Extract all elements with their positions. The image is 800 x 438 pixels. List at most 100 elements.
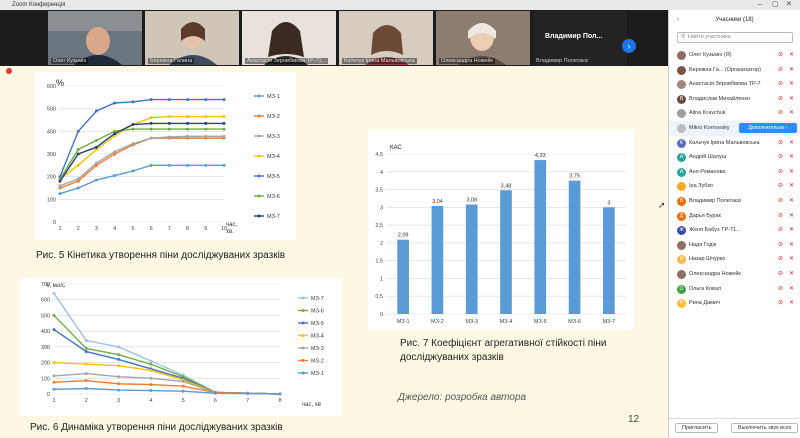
data-point [84,379,88,383]
video-off-icon: ⊘ [777,241,783,248]
participant-row[interactable]: Н Назар Шчурко ⊘ ✕ [669,252,800,267]
fig6-ylabel: V, мл/с [46,283,65,289]
avatar: Д [677,211,686,221]
chart-fig5: % час, хв. 0 100 200 300 400 500 600 1 2 3 4 5 6 7 8 9 1… [34,72,296,240]
data-point [113,134,117,138]
data-point [167,163,171,167]
mic-muted-icon[interactable]: ✕ [788,212,794,219]
legend-marker [257,114,261,118]
y-tick-label: 3,5 [375,188,383,194]
data-point [186,115,190,119]
participant-name: Аня Романова [689,168,726,175]
data-point [278,392,282,396]
bar-value-label: 3,75 [569,174,580,180]
participant-row[interactable]: Бережна Га... (Организатор) ⊘ ✕ [669,63,800,78]
legend-marker [257,174,261,178]
chart-fig6: V, мл/с час, хв 0 100 200 300 400 500 600 700 1 2… [20,278,342,416]
video-tile-4[interactable]: Кальчук Ірина Мальвовська [339,11,433,65]
data-point [149,127,153,131]
data-point [52,380,56,384]
participant-row[interactable]: Надя Годік ⊘ ✕ [669,238,800,253]
minimize-icon[interactable]: – [758,1,762,8]
mic-muted-icon[interactable]: ✕ [788,197,794,204]
mic-muted-icon[interactable]: ✕ [788,154,794,161]
mic-muted-icon[interactable]: ✕ [788,52,794,58]
video-off-icon: ⊘ [777,168,783,175]
mic-muted-icon[interactable]: ✕ [788,168,794,175]
participant-row[interactable]: А Аня Романова ⊘ ✕ [669,165,800,180]
participant-row[interactable]: К Кальчук Ірина Мальвовська ⊘ ✕ [669,136,800,151]
participant-row[interactable]: Д Дарья Бурак ⊘ ✕ [669,209,800,224]
mic-muted-icon[interactable]: ✕ [788,300,794,307]
data-point [149,116,153,120]
participant-name: Mikro Kornovsky [689,124,730,131]
bar-value-label: 2,09 [398,233,409,239]
mic-muted-icon[interactable]: ✕ [788,183,794,190]
participants-title: Учасники (18) [715,17,754,23]
video-off-icon: ⊘ [777,95,783,102]
data-point [52,374,56,378]
mic-muted-icon[interactable]: ✕ [788,270,794,277]
video-tile-5[interactable]: Олександра Ножейк [436,11,530,65]
participants-footer: Пригласить Выключить звук всех [669,418,800,438]
mic-muted-icon[interactable]: ✕ [788,95,794,102]
collapse-icon[interactable]: ‹ [677,17,679,23]
mute-all-button[interactable]: Выключить звук всех [731,423,799,433]
data-point [149,359,153,363]
video-name: Владимир Полетаєв [536,58,588,64]
legend-label: МЗ-7 [311,296,324,302]
series-line [59,122,224,182]
series-line [59,135,224,187]
data-point [181,384,185,388]
video-off-icon: ⊘ [777,110,783,117]
video-tile-2[interactable]: Бережна Галина [145,11,239,65]
y-tick-label: 2 [380,241,383,247]
mic-muted-icon[interactable]: ✕ [788,81,794,88]
mic-muted-icon[interactable]: ✕ [788,256,794,263]
data-point [52,313,56,317]
participant-row[interactable]: Іра Зубко ⊘ ✕ [669,179,800,194]
mic-muted-icon[interactable]: ✕ [788,139,794,146]
more-options-button[interactable]: Дополнительно › [739,122,797,133]
source-note: Джерело: розробка автора [398,392,527,403]
y-tick-label: 100 [41,376,50,382]
participant-row[interactable]: Олег Кузьмін (Я) ⊘ ✕ [669,48,800,63]
participant-row[interactable]: А Андрій Шалуш ⊘ ✕ [669,150,800,165]
mic-muted-icon[interactable]: ✕ [788,285,794,292]
mic-muted-icon[interactable]: ✕ [788,241,794,248]
mic-muted-icon[interactable]: ✕ [788,66,794,73]
participant-row[interactable]: Mikro Kornovsky Дополнительно › [669,120,800,136]
legend-label: МЗ-7 [267,214,280,220]
invite-button[interactable]: Пригласить [675,423,719,433]
x-tick-label: 2 [77,226,80,232]
participant-row[interactable]: В Владислав Михайленко ⊘ ✕ [669,92,800,107]
data-point [213,391,217,395]
y-tick-label: 400 [47,129,56,135]
close-icon[interactable]: ✕ [786,1,792,8]
participant-row[interactable]: О Ольга Ковал ⊘ ✕ [669,282,800,297]
participant-row[interactable]: Анастасія Зеровбівова ТР-7... ⊘ ✕ [669,77,800,92]
participant-row[interactable]: Alina Kravchuk ⊘ ✕ [669,106,800,121]
participant-row[interactable]: Олександра Ножейк ⊘ ✕ [669,267,800,282]
participant-name: Владислав Михайленко [689,95,750,102]
participant-row[interactable]: В Владимир Полетаєв ⊘ ✕ [669,194,800,209]
avatar: А [677,167,686,177]
video-tile-3[interactable]: Анастасія Зеровбівова ТР-71... [242,11,336,65]
participant-name: Олександра Ножейк [689,270,741,277]
maximize-icon[interactable]: ▢ [772,1,779,8]
participant-video-2 [145,11,239,65]
mic-muted-icon[interactable]: ✕ [788,227,794,234]
mic-muted-icon[interactable]: ✕ [788,110,794,117]
video-tile-6[interactable]: Владимир Пол... Владимир Полетаєв [533,11,627,65]
data-point [94,147,98,151]
participant-search-input[interactable]: ⚲ Найти участника [677,32,793,43]
participant-row[interactable]: Р Рина Дамич ⊘ ✕ [669,296,800,311]
participant-row[interactable]: Ж Женя Бабуз ТР-71... ⊘ ✕ [669,223,800,238]
next-page-button[interactable]: › [622,39,636,53]
data-point [52,328,56,332]
video-tile-1[interactable]: Олег Кузьмін [48,11,142,65]
window-titlebar: Zoom Конференція – ▢ ✕ [0,0,800,10]
video-off-icon: ⊘ [777,52,783,58]
x-tick-label: 8 [278,398,281,404]
data-point [84,339,88,343]
